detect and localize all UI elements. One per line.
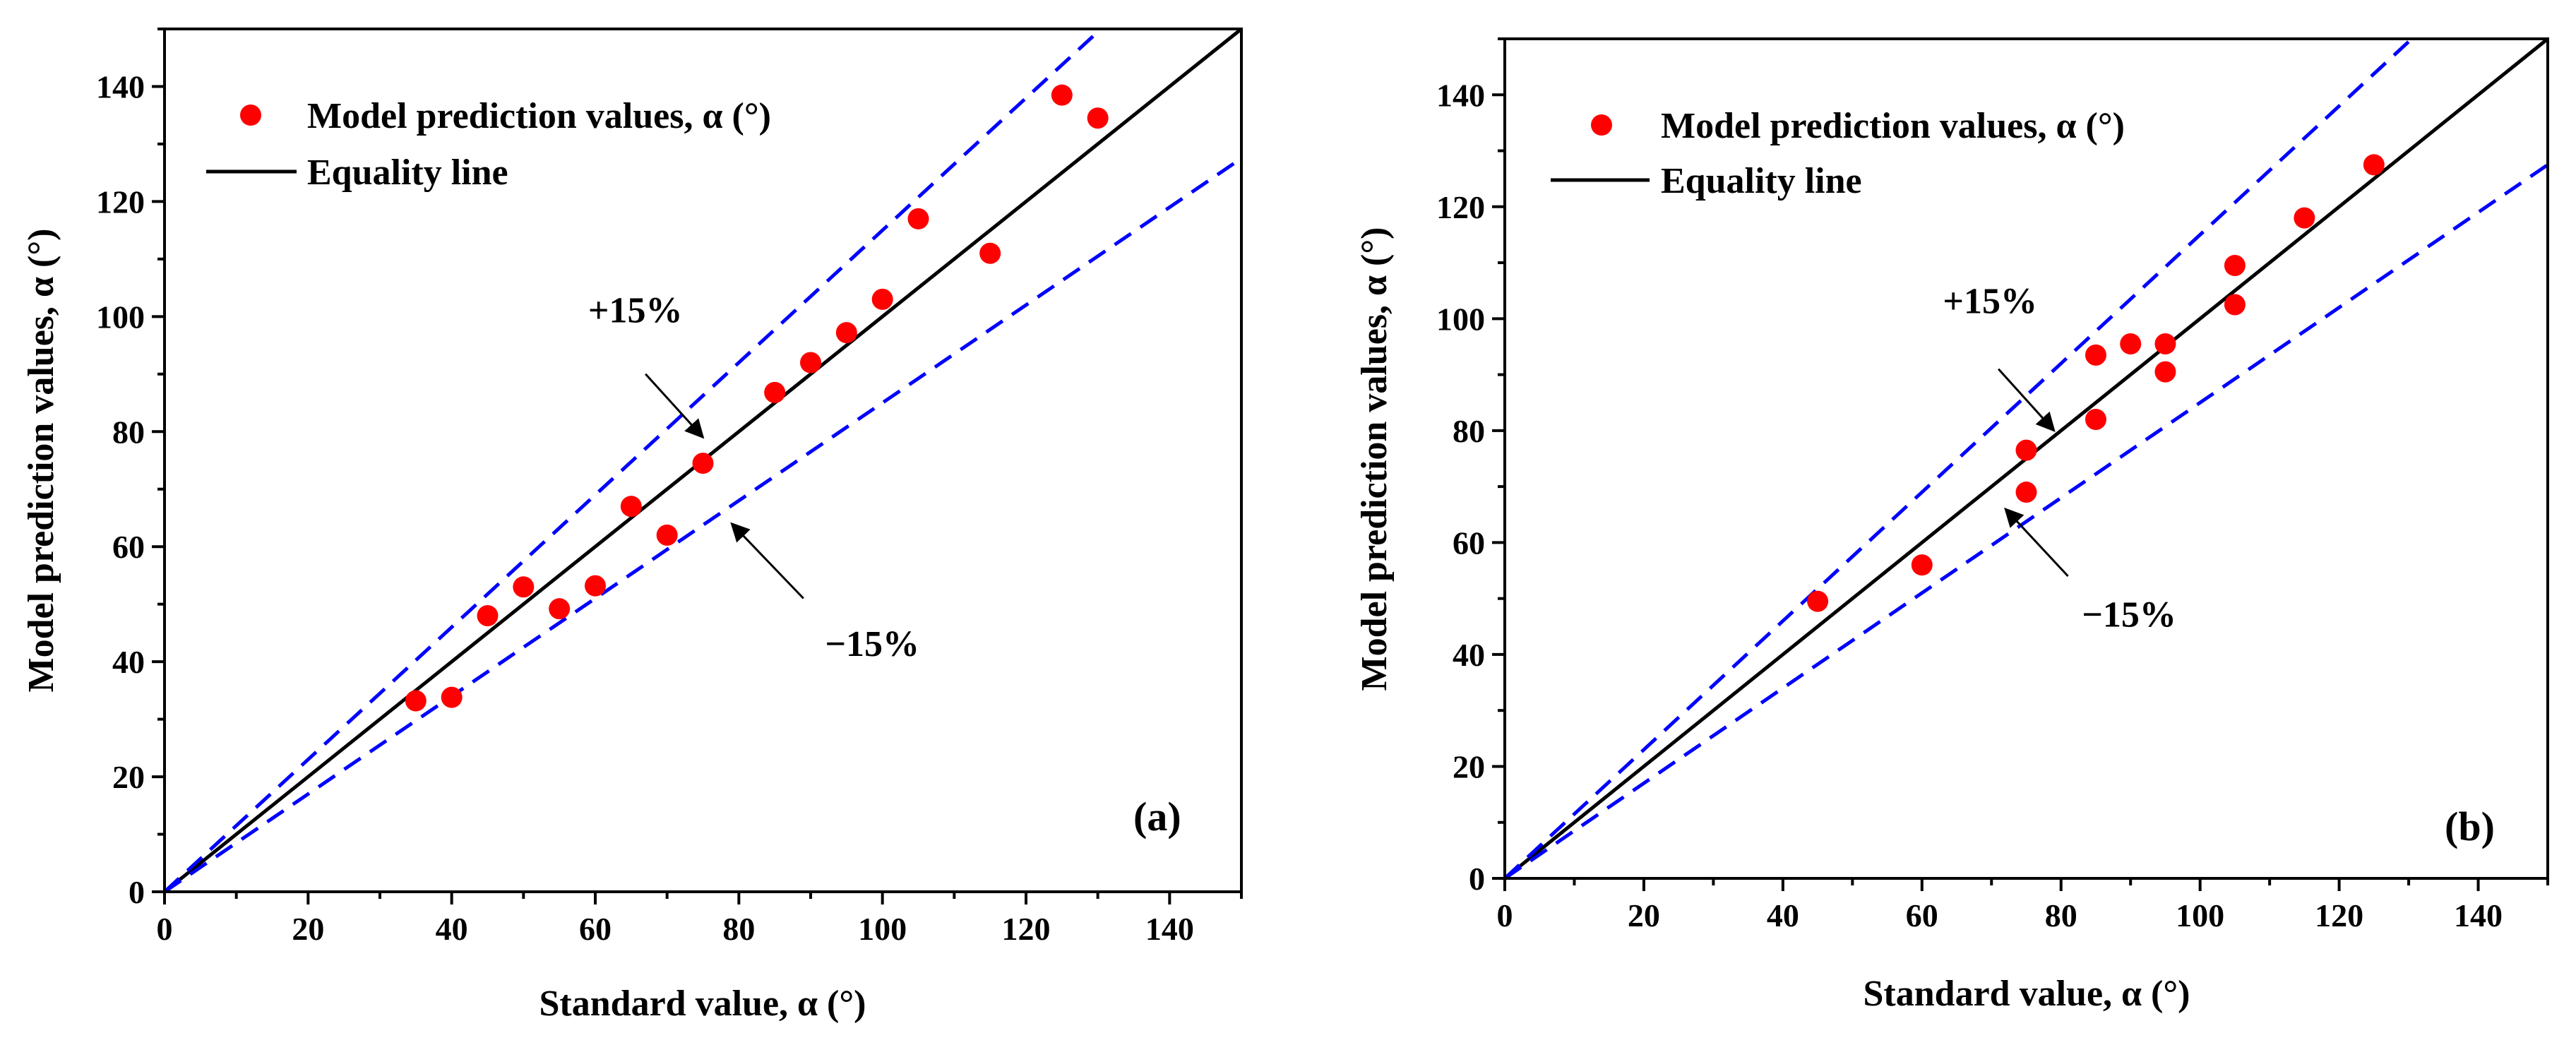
data-point xyxy=(1911,554,1933,576)
data-point xyxy=(2294,207,2315,229)
data-point xyxy=(1051,84,1073,106)
y-tick-label: 40 xyxy=(1453,637,1485,673)
x-tick-label: 20 xyxy=(1628,897,1660,933)
legend-scatter-label: Model prediction values, α (°) xyxy=(1661,106,2125,146)
x-tick-label: 60 xyxy=(579,911,612,947)
legend-line-label: Equality line xyxy=(1661,161,1862,201)
y-tick-label: 120 xyxy=(96,184,145,220)
x-tick-label: 140 xyxy=(1145,911,1194,947)
annotation-label: −15% xyxy=(825,624,919,664)
chart-panel-b: 0 20 40 60 80 100 120 140 0 20 40 60 80 100 120 140 +15… xyxy=(1354,37,2549,1014)
x-tick-label: 40 xyxy=(1767,897,1799,933)
x-axis-title: Standard value, α (°) xyxy=(1864,974,2190,1014)
data-point xyxy=(1087,107,1109,129)
y-tick-label: 40 xyxy=(112,644,145,680)
annotation-label: +15% xyxy=(1943,281,2037,321)
data-point xyxy=(2120,333,2142,355)
data-point xyxy=(513,576,535,598)
y-tick-label: 20 xyxy=(1453,748,1485,784)
data-point xyxy=(2224,294,2246,316)
y-tick-label: 80 xyxy=(1453,413,1485,449)
x-tick-label: 140 xyxy=(2454,897,2503,933)
legend-scatter-marker xyxy=(1591,114,1612,136)
x-tick-label: 60 xyxy=(1906,897,1938,933)
legend-line-label: Equality line xyxy=(307,153,508,193)
x-tick-label: 80 xyxy=(722,911,755,947)
annotation-label: −15% xyxy=(2082,595,2176,635)
y-tick-label: 140 xyxy=(1436,77,1485,113)
y-tick-label: 120 xyxy=(1436,189,1485,225)
annotation-arrow xyxy=(730,522,804,599)
y-tick-label: 100 xyxy=(96,299,145,335)
data-point xyxy=(549,598,571,620)
x-tick-label: 0 xyxy=(1497,897,1513,933)
legend: Model prediction values, α (°) Equality … xyxy=(1551,106,2125,201)
y-tick-label: 0 xyxy=(129,874,145,910)
data-point xyxy=(2015,439,2037,461)
data-point xyxy=(585,575,606,597)
annotation-label: +15% xyxy=(588,290,683,330)
x-tick-label: 40 xyxy=(436,911,468,947)
legend-scatter-marker xyxy=(240,104,261,126)
y-tick-label: 80 xyxy=(112,414,145,450)
y-axis-title: Model prediction values, α (°) xyxy=(1354,227,1395,691)
plus-15-percent-line xyxy=(1505,39,2414,878)
plot-frame xyxy=(1503,37,2549,880)
legend-scatter-label: Model prediction values, α (°) xyxy=(307,96,771,136)
data-point xyxy=(907,208,929,229)
annotation-arrow xyxy=(2004,507,2069,577)
x-tick-label: 120 xyxy=(2315,897,2363,933)
data-point xyxy=(835,322,857,344)
y-tick-label: 60 xyxy=(112,529,145,565)
annotation-arrow xyxy=(1998,368,2056,432)
data-point xyxy=(2085,409,2106,431)
legend: Model prediction values, α (°) Equality … xyxy=(206,96,771,193)
data-point xyxy=(656,524,678,546)
panel-label: (a) xyxy=(1133,794,1181,840)
y-tick-label: 20 xyxy=(112,759,145,795)
plot-frame xyxy=(163,28,1243,893)
data-point xyxy=(2015,482,2037,503)
minus-15-percent-line xyxy=(1505,163,2548,878)
data-point xyxy=(2363,154,2385,176)
data-point xyxy=(441,686,463,708)
panel-label: (b) xyxy=(2445,804,2495,849)
chart-panel-a: 0 20 40 60 80 100 120 140 0 20 40 60 80 100 120 140 +15… xyxy=(21,28,1243,1024)
y-tick-label: 100 xyxy=(1436,301,1485,337)
data-point xyxy=(1807,590,1829,612)
x-tick-label: 80 xyxy=(2045,897,2077,933)
y-tick-label: 0 xyxy=(1469,861,1485,897)
x-tick-label: 20 xyxy=(292,911,324,947)
x-tick-label: 120 xyxy=(1002,911,1051,947)
data-point xyxy=(871,288,893,310)
plus-15-percent-line xyxy=(165,29,1102,892)
minus-15-percent-line xyxy=(165,157,1241,892)
data-point xyxy=(620,496,642,518)
data-point xyxy=(800,352,821,374)
data-point xyxy=(2154,361,2176,383)
data-point xyxy=(692,453,714,474)
data-point xyxy=(2224,255,2246,277)
y-axis-title: Model prediction values, α (°) xyxy=(21,229,61,693)
data-point xyxy=(405,690,427,712)
annotation-arrow xyxy=(645,373,705,439)
x-axis-title: Standard value, α (°) xyxy=(539,984,866,1024)
data-point xyxy=(2154,333,2176,355)
y-tick-label: 140 xyxy=(96,68,145,104)
y-tick-label: 60 xyxy=(1453,525,1485,561)
data-point xyxy=(2085,344,2106,366)
data-point xyxy=(979,242,1001,264)
x-tick-label: 100 xyxy=(858,911,907,947)
x-tick-label: 100 xyxy=(2176,897,2224,933)
data-point xyxy=(764,381,786,403)
data-point xyxy=(477,604,499,626)
x-tick-label: 0 xyxy=(157,911,173,947)
